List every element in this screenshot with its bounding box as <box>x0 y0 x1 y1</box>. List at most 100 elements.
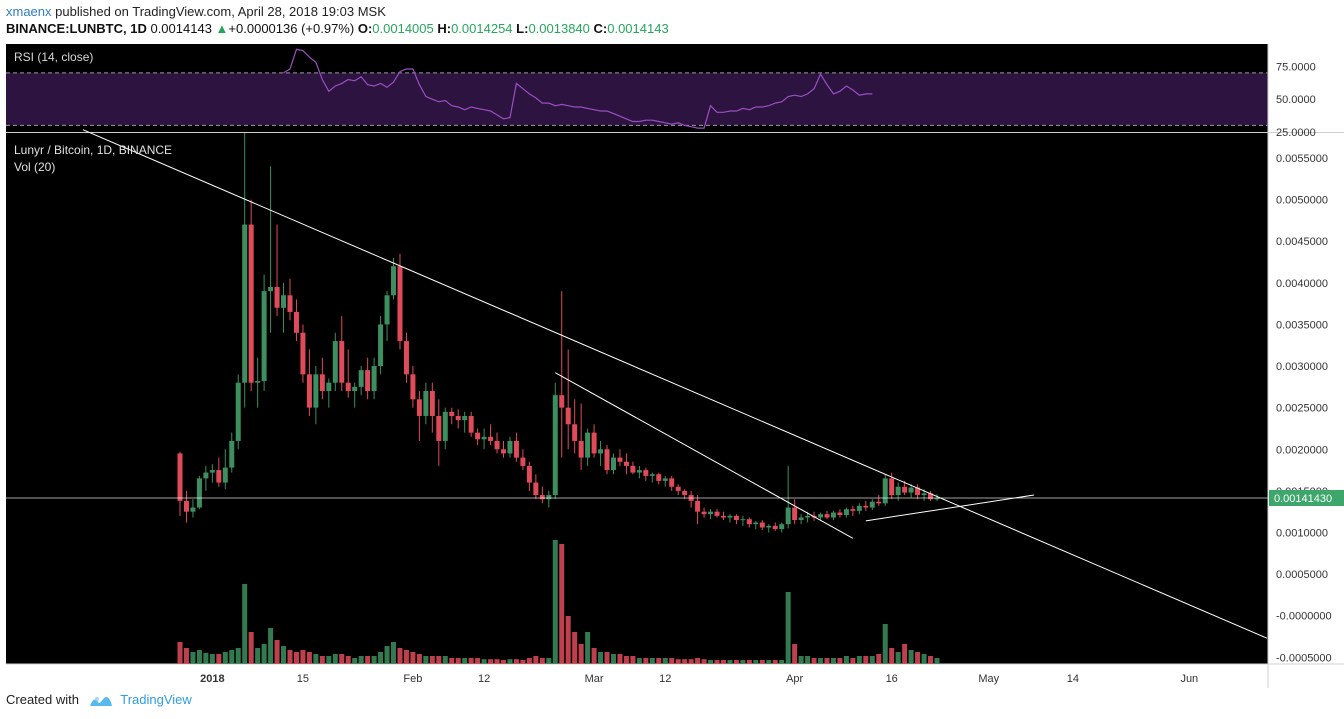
candle-body <box>326 382 332 392</box>
candle-body <box>682 490 688 496</box>
volume-bar <box>902 644 908 664</box>
time-tick-label: Apr <box>786 673 803 685</box>
volume-bar <box>462 658 468 664</box>
candle-body <box>856 505 862 511</box>
candle-body <box>526 465 532 483</box>
candle-body <box>882 478 888 504</box>
volume-bar <box>520 660 526 664</box>
candle-body <box>501 449 506 454</box>
candle-body <box>384 295 390 325</box>
volume-bar <box>559 544 565 664</box>
candle-body <box>746 519 752 525</box>
candle-body <box>345 382 351 392</box>
volume-bar <box>358 656 364 664</box>
candle-body <box>442 411 448 441</box>
candle-body <box>617 457 623 462</box>
candle-body <box>520 457 526 466</box>
candle-body <box>436 415 442 441</box>
candle-body <box>332 341 338 383</box>
candle-body <box>837 512 843 516</box>
price-tick-label: 0.0030000 <box>1276 361 1328 373</box>
volume-bar <box>649 658 655 664</box>
volume-bar <box>209 654 215 664</box>
volume-bar <box>850 658 856 664</box>
volume-bar <box>882 624 888 664</box>
candle-body <box>889 478 895 496</box>
candle-body <box>352 386 358 392</box>
candle-body <box>585 432 591 458</box>
candle-body <box>766 525 772 528</box>
candle-body <box>578 440 584 458</box>
candle-body <box>695 500 701 512</box>
volume-bar <box>429 656 435 664</box>
author-link[interactable]: xmaenx <box>6 4 52 19</box>
volume-bar <box>636 658 642 664</box>
candle-body <box>378 324 384 367</box>
candle-body <box>397 266 403 342</box>
candle-body <box>850 509 856 511</box>
volume-bar <box>591 648 597 664</box>
volume-bar <box>818 658 824 664</box>
candle-body <box>863 505 869 508</box>
volume-bar <box>617 654 623 664</box>
low-value: 0.0013840 <box>528 21 590 36</box>
volume-bar <box>727 660 733 664</box>
candle-body <box>268 286 274 292</box>
candle-body <box>229 440 235 468</box>
candle-body <box>475 432 481 440</box>
volume-bar <box>746 660 752 664</box>
candle-body <box>255 381 261 383</box>
volume-bar <box>798 656 804 664</box>
volume-bar <box>830 658 836 664</box>
volume-bar <box>261 644 267 664</box>
candle-body <box>423 391 429 416</box>
price-chart[interactable]: 75.0000 50.0000 25.0000 RSI (14, close) 0.00… <box>0 40 1344 690</box>
candle-body <box>610 457 616 471</box>
volume-bar <box>242 584 248 664</box>
volume-bar <box>895 652 901 664</box>
volume-bar <box>889 648 895 664</box>
candle-body <box>365 370 371 392</box>
candle-body <box>572 424 578 441</box>
volume-bar <box>268 628 274 664</box>
time-tick-label: 2018 <box>200 673 224 685</box>
volume-bar <box>662 658 668 664</box>
candle-body <box>513 440 519 458</box>
candle-body <box>462 415 468 421</box>
time-tick-label: Mar <box>585 673 604 685</box>
volume-bar <box>300 650 306 664</box>
volume-label: Vol (20) <box>14 160 55 174</box>
volume-bar <box>391 642 397 664</box>
volume-bar <box>255 648 261 664</box>
rsi-label: RSI (14, close) <box>14 50 93 64</box>
volume-bar <box>332 654 338 664</box>
volume-bar <box>572 632 578 664</box>
tradingview-logo-icon <box>89 696 112 706</box>
volume-bar <box>481 659 487 664</box>
candle-body <box>274 286 280 308</box>
footer: Created with TradingView <box>6 692 192 708</box>
time-tick-label: Jun <box>1180 673 1198 685</box>
candle-body <box>507 440 513 454</box>
volume-bar <box>863 656 869 664</box>
candle-body <box>429 391 435 416</box>
volume-bar <box>287 650 293 664</box>
candle-body <box>915 487 921 496</box>
candle-body <box>281 295 287 308</box>
created-with-text: Created with <box>6 692 79 707</box>
candle-body <box>630 465 636 473</box>
volume-bar <box>921 654 927 664</box>
volume-bar <box>688 659 694 664</box>
candle-body <box>908 487 914 493</box>
candle-body <box>675 486 681 491</box>
candle-body <box>306 374 312 408</box>
candle-body <box>779 524 785 530</box>
tradingview-brand-link[interactable]: TradingView <box>120 692 192 707</box>
candle-body <box>733 515 739 521</box>
volume-bar <box>856 656 862 664</box>
volume-bar <box>753 660 759 664</box>
price-tick-label: -0.0005000 <box>1276 652 1332 664</box>
price-tick-label: 0.0055000 <box>1276 153 1328 165</box>
volume-bar <box>436 656 442 664</box>
volume-bar <box>281 646 287 664</box>
